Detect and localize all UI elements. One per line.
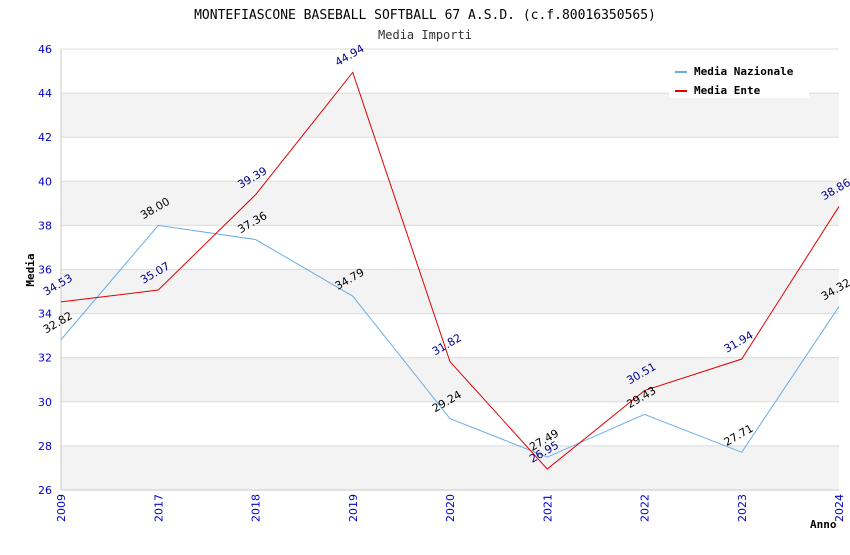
chart-subtitle: Media Importi [378,28,472,42]
y-tick-label: 32 [38,352,52,365]
x-tick-label: 2017 [152,494,165,522]
legend-label-media-ente: Media Ente [694,84,761,97]
x-tick-label: 2021 [541,494,554,522]
x-tick-label: 2009 [55,494,68,522]
x-tick-label: 2018 [250,494,263,522]
y-axis-title: Media [24,253,37,286]
grid-band [61,357,839,402]
y-tick-label: 46 [38,43,52,56]
x-tick-label: 2019 [347,494,360,522]
y-tick-label: 34 [38,308,52,321]
y-tick-label: 36 [38,264,52,277]
y-tick-label: 42 [38,131,52,144]
grid-band [61,269,839,314]
y-tick-labels: 26 28 30 32 34 36 38 40 42 44 46 [38,43,52,497]
data-label: 27.71 [722,422,756,449]
grid-band [61,181,839,226]
data-label: 44.94 [333,42,367,69]
y-tick-label: 40 [38,175,52,188]
chart-title: MONTEFIASCONE BASEBALL SOFTBALL 67 A.S.D… [194,8,656,23]
x-tick-labels: 2009 2017 2018 2019 2020 2021 2022 2023 2024 [55,494,846,522]
legend-box [669,60,809,98]
series-line-media-ente [60,71,840,470]
legend-label-media-nazionale: Media Nazionale [694,65,794,78]
y-tick-label: 38 [38,219,52,232]
y-tick-label: 30 [38,396,52,409]
x-tick-label: 2024 [833,494,846,522]
y-tick-label: 44 [38,87,52,100]
grid-band [61,445,839,490]
grid-bands [61,93,839,490]
x-axis-title: Anno [810,518,837,531]
series-lines [60,71,840,470]
series-line-media-nazionale [60,224,840,458]
legend: Media Nazionale Media Ente [669,60,809,98]
data-label: 31.94 [722,329,756,356]
y-tick-label: 28 [38,440,52,453]
grid-band [61,93,839,138]
data-label: 31.82 [430,331,464,358]
x-tick-label: 2022 [639,494,652,522]
x-tick-label: 2020 [444,494,457,522]
y-tick-label: 26 [38,484,52,497]
x-tick-label: 2023 [736,494,749,522]
